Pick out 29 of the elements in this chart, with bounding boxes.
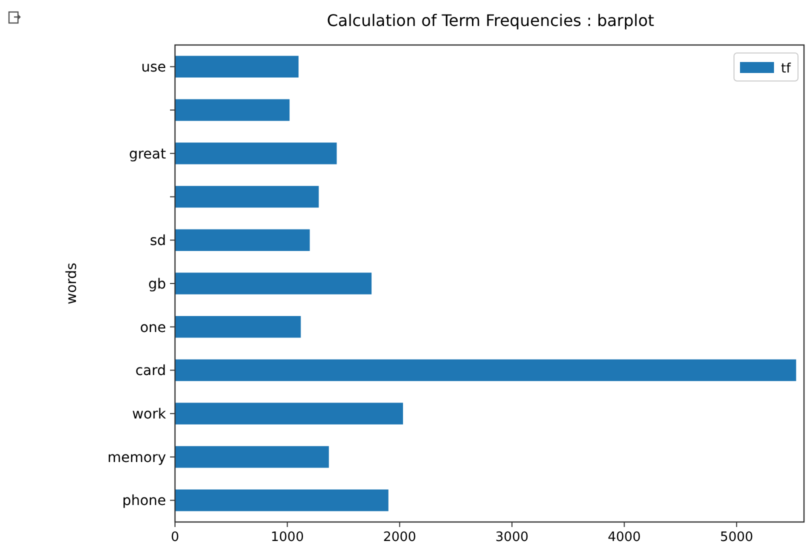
chart-title: Calculation of Term Frequencies : barplot [326,11,654,30]
legend-label: tf [781,62,792,77]
y-tick-label: use [141,60,166,76]
bar [175,272,372,294]
y-axis-title: words [64,262,80,304]
y-tick-label: gb [148,276,166,292]
bar [175,316,301,338]
bar [175,186,319,208]
y-tick-label: great [128,146,166,162]
x-tick-label: 1000 [270,530,304,545]
x-tick-label: 5000 [720,530,754,545]
y-tick-label: sd [150,233,166,250]
x-tick-label: 0 [170,530,180,545]
x-tick-label: 2000 [383,530,416,545]
bar [175,402,404,424]
x-tick-label: 3000 [495,530,529,545]
y-tick-label: phone [122,493,166,510]
bar [175,56,299,78]
bar [175,359,796,382]
y-tick-label: work [132,406,167,422]
y-tick-label: card [135,363,166,380]
bar [175,446,329,468]
bar [175,142,337,164]
y-tick-label: memory [108,450,166,466]
y-tick-label: one [140,320,166,336]
bar [175,99,290,121]
bar [175,229,310,251]
bar [175,489,388,512]
x-tick-label: 4000 [608,530,641,545]
